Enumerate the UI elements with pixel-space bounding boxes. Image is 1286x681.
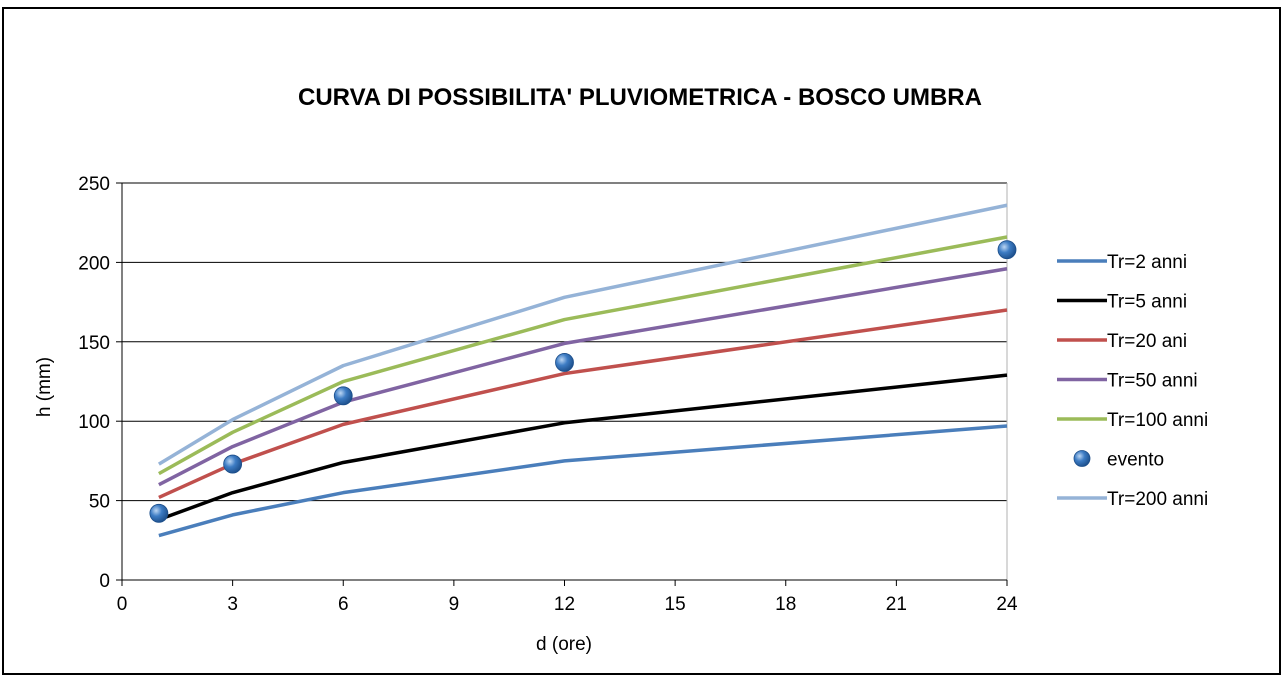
y-tick-label: 0 bbox=[99, 571, 110, 592]
axes bbox=[116, 182, 1008, 586]
x-tick-label: 12 bbox=[554, 594, 575, 615]
y-tick-labels: 0 50 100 150 200 250 bbox=[78, 174, 110, 592]
x-tick-label: 0 bbox=[117, 594, 128, 615]
y-tick-label: 50 bbox=[89, 492, 110, 513]
event-point bbox=[333, 386, 353, 406]
series-line bbox=[158, 308, 1008, 500]
legend-swatch bbox=[1073, 450, 1091, 467]
chart-svg: CURVA DI POSSIBILITA' PLUVIOMETRICA - BO… bbox=[34, 84, 1208, 655]
y-axis-label: h (mm) bbox=[34, 357, 55, 417]
legend-label: Tr=5 anni bbox=[1107, 292, 1187, 313]
x-tick-label: 6 bbox=[338, 594, 349, 615]
series-line bbox=[157, 203, 1008, 466]
y-tick-label: 250 bbox=[78, 174, 110, 195]
x-tick-label: 24 bbox=[996, 594, 1018, 615]
y-tick-label: 100 bbox=[78, 412, 110, 433]
chart-frame: CURVA DI POSSIBILITA' PLUVIOMETRICA - BO… bbox=[2, 7, 1281, 675]
event-point bbox=[149, 503, 169, 523]
event-point bbox=[997, 240, 1017, 260]
x-axis-label: d (ore) bbox=[536, 634, 592, 655]
event-point bbox=[555, 353, 574, 372]
y-tick-label: 150 bbox=[78, 333, 110, 354]
x-tick-labels: 0 3 6 9 12 15 18 21 24 bbox=[117, 594, 1018, 615]
y-tick-label: 200 bbox=[78, 253, 110, 274]
legend-label: Tr=200 anni bbox=[1107, 489, 1208, 510]
series-line bbox=[158, 235, 1008, 476]
series-line bbox=[158, 424, 1008, 538]
grid-lines bbox=[122, 182, 1008, 580]
x-tick-label: 18 bbox=[775, 594, 796, 615]
chart-title: CURVA DI POSSIBILITA' PLUVIOMETRICA - BO… bbox=[298, 84, 982, 111]
x-tick-label: 21 bbox=[886, 594, 907, 615]
series-line bbox=[158, 267, 1008, 487]
legend: Tr=2 anni Tr=5 anni Tr=20 ani Tr=50 anni Tr=… bbox=[1057, 252, 1208, 510]
series-layer bbox=[149, 203, 1017, 538]
event-point bbox=[223, 454, 243, 474]
legend-label: Tr=50 anni bbox=[1107, 371, 1198, 392]
legend-label: evento bbox=[1107, 450, 1164, 471]
legend-label: Tr=2 anni bbox=[1107, 252, 1187, 273]
legend-label: Tr=100 anni bbox=[1107, 410, 1208, 431]
x-tick-label: 9 bbox=[449, 594, 460, 615]
x-tick-label: 3 bbox=[227, 594, 238, 615]
x-tick-label: 15 bbox=[665, 594, 686, 615]
legend-label: Tr=20 ani bbox=[1107, 331, 1187, 352]
series-line bbox=[158, 373, 1008, 522]
